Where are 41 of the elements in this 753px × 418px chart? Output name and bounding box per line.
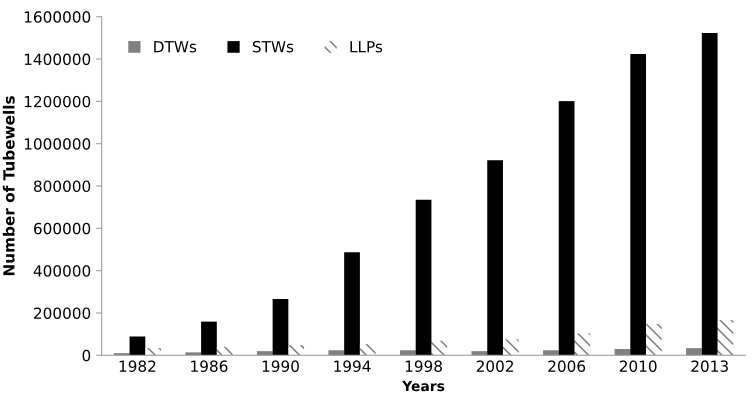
bar: [416, 200, 432, 356]
bar: [431, 340, 448, 356]
bar: [288, 345, 304, 356]
x-tick-label: 2002: [476, 360, 514, 372]
legend-label: DTWs: [154, 41, 196, 52]
bar: [558, 101, 574, 356]
y-tick-label: 200000: [34, 307, 90, 319]
y-tick-label: 1000000: [24, 138, 90, 150]
bar: [686, 348, 702, 356]
bar: [646, 324, 662, 356]
y-tick-label: 600000: [34, 222, 90, 234]
y-tick-label: 1400000: [24, 54, 90, 66]
y-tick-label: 800000: [34, 180, 90, 192]
x-tick-label: 1982: [120, 360, 156, 372]
x-tick-label: 2010: [620, 360, 657, 372]
y-tick-label: 1600000: [24, 11, 90, 23]
bar: [344, 252, 360, 356]
x-axis-title: Years: [402, 380, 444, 392]
legend-label: STWs: [252, 40, 294, 52]
bar: [130, 336, 146, 356]
x-tick-label: 2006: [548, 360, 586, 372]
x-tick-label: 2013: [691, 360, 728, 372]
bar: [360, 344, 376, 356]
bar: [718, 320, 734, 356]
bar: [702, 33, 718, 356]
bar: [272, 299, 288, 356]
legend-label: LLPs: [350, 41, 382, 52]
x-tick-label: 1998: [406, 360, 442, 372]
y-axis-title: Number of Tubewells: [2, 96, 15, 276]
y-tick-label: 400000: [34, 265, 90, 277]
bar: [630, 54, 646, 356]
bar: [502, 339, 519, 356]
bar: [543, 350, 559, 356]
x-tick-label: 1990: [262, 360, 299, 372]
y-tick-label: 1200000: [24, 96, 90, 108]
x-tick-label: 1994: [334, 360, 371, 372]
x-tick-label: 1986: [191, 360, 228, 372]
bar: [487, 160, 503, 356]
bar: [201, 322, 217, 356]
y-tick-label: 0: [82, 350, 90, 362]
bar: [574, 334, 590, 356]
